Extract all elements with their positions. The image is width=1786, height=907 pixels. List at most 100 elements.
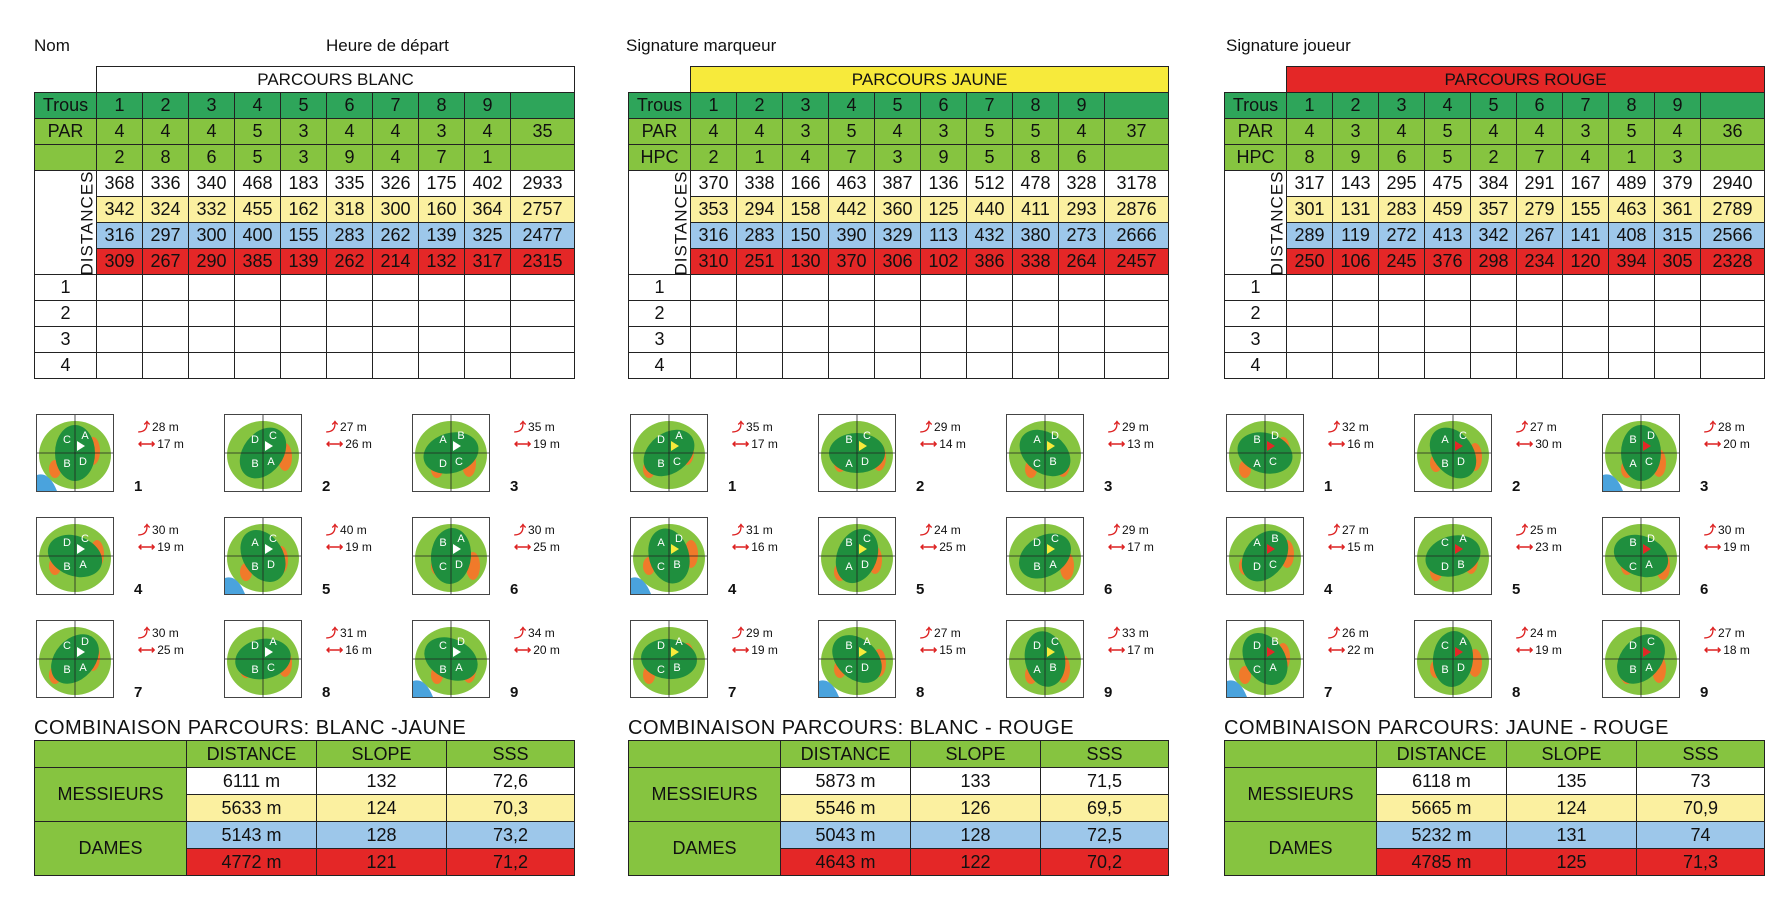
score-input-cell[interactable] [1012,274,1059,301]
score-input-cell[interactable] [828,300,875,327]
score-input-cell[interactable] [920,352,967,379]
score-input-cell[interactable] [372,274,419,301]
score-input-cell[interactable] [690,274,737,301]
score-input-cell[interactable] [510,300,575,327]
score-input-cell[interactable] [1516,326,1563,353]
score-input-cell[interactable] [1608,300,1655,327]
score-input-cell[interactable] [1286,274,1333,301]
score-input-cell[interactable] [1058,300,1105,327]
score-input-cell[interactable] [372,352,419,379]
score-input-cell[interactable] [510,274,575,301]
score-input-cell[interactable] [1103,300,1170,327]
score-input-cell[interactable] [464,300,511,327]
score-input-cell[interactable] [280,300,327,327]
score-input-cell[interactable] [1332,300,1379,327]
score-input-cell[interactable] [142,326,189,353]
score-input-cell[interactable] [1378,352,1425,379]
score-input-cell[interactable] [280,274,327,301]
score-input-cell[interactable] [234,352,281,379]
score-input-cell[interactable] [782,274,829,301]
score-input-cell[interactable] [1012,300,1059,327]
score-input-cell[interactable] [1058,326,1105,353]
score-input-cell[interactable] [1699,326,1766,353]
score-input-cell[interactable] [1654,300,1701,327]
score-input-cell[interactable] [1058,274,1105,301]
score-input-cell[interactable] [1654,274,1701,301]
score-input-cell[interactable] [1470,274,1517,301]
score-input-cell[interactable] [1654,326,1701,353]
score-input-cell[interactable] [1103,352,1170,379]
score-input-cell[interactable] [418,352,465,379]
score-input-cell[interactable] [326,352,373,379]
score-input-cell[interactable] [188,352,235,379]
score-input-cell[interactable] [736,352,783,379]
score-input-cell[interactable] [1378,326,1425,353]
score-input-cell[interactable] [1424,274,1471,301]
score-input-cell[interactable] [1516,300,1563,327]
score-input-cell[interactable] [874,352,921,379]
score-input-cell[interactable] [736,274,783,301]
score-input-cell[interactable] [874,300,921,327]
score-input-cell[interactable] [1103,326,1170,353]
score-input-cell[interactable] [1608,352,1655,379]
score-input-cell[interactable] [1516,274,1563,301]
score-input-cell[interactable] [966,352,1013,379]
score-input-cell[interactable] [234,300,281,327]
score-input-cell[interactable] [828,326,875,353]
score-input-cell[interactable] [1608,326,1655,353]
score-input-cell[interactable] [1654,352,1701,379]
score-input-cell[interactable] [234,274,281,301]
score-input-cell[interactable] [326,326,373,353]
score-input-cell[interactable] [782,352,829,379]
score-input-cell[interactable] [782,326,829,353]
score-input-cell[interactable] [1562,352,1609,379]
score-input-cell[interactable] [966,300,1013,327]
score-input-cell[interactable] [188,326,235,353]
score-input-cell[interactable] [1516,352,1563,379]
score-input-cell[interactable] [874,274,921,301]
score-input-cell[interactable] [1012,352,1059,379]
score-input-cell[interactable] [920,274,967,301]
score-input-cell[interactable] [280,326,327,353]
score-input-cell[interactable] [1286,326,1333,353]
score-input-cell[interactable] [920,326,967,353]
score-input-cell[interactable] [1562,274,1609,301]
score-input-cell[interactable] [1608,274,1655,301]
score-input-cell[interactable] [920,300,967,327]
score-input-cell[interactable] [1058,352,1105,379]
score-input-cell[interactable] [1470,352,1517,379]
score-input-cell[interactable] [188,300,235,327]
score-input-cell[interactable] [1562,326,1609,353]
score-input-cell[interactable] [1286,300,1333,327]
score-input-cell[interactable] [464,274,511,301]
score-input-cell[interactable] [1424,352,1471,379]
score-input-cell[interactable] [372,326,419,353]
score-input-cell[interactable] [782,300,829,327]
score-input-cell[interactable] [1699,352,1766,379]
score-input-cell[interactable] [828,352,875,379]
score-input-cell[interactable] [142,352,189,379]
score-input-cell[interactable] [418,274,465,301]
score-input-cell[interactable] [326,274,373,301]
score-input-cell[interactable] [874,326,921,353]
score-input-cell[interactable] [1332,274,1379,301]
score-input-cell[interactable] [142,300,189,327]
score-input-cell[interactable] [96,326,143,353]
score-input-cell[interactable] [1286,352,1333,379]
score-input-cell[interactable] [510,326,575,353]
score-input-cell[interactable] [96,300,143,327]
score-input-cell[interactable] [1424,300,1471,327]
score-input-cell[interactable] [1470,300,1517,327]
score-input-cell[interactable] [736,300,783,327]
score-input-cell[interactable] [690,352,737,379]
score-input-cell[interactable] [1332,352,1379,379]
score-input-cell[interactable] [1332,326,1379,353]
score-input-cell[interactable] [1562,300,1609,327]
score-input-cell[interactable] [1012,326,1059,353]
score-input-cell[interactable] [966,326,1013,353]
score-input-cell[interactable] [464,326,511,353]
score-input-cell[interactable] [1103,274,1170,301]
score-input-cell[interactable] [966,274,1013,301]
score-input-cell[interactable] [1424,326,1471,353]
score-input-cell[interactable] [418,300,465,327]
